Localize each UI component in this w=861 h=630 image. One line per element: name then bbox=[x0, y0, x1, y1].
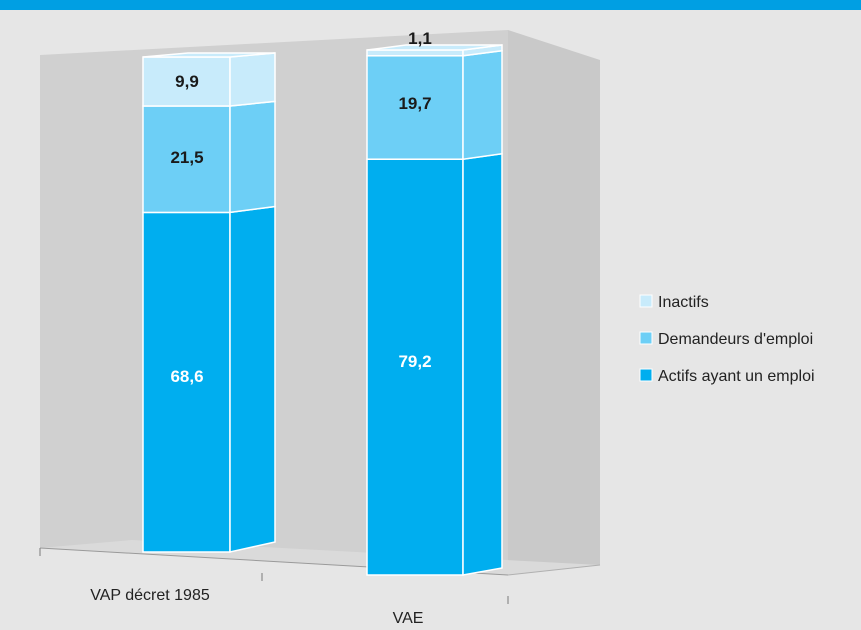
top-accent-bar bbox=[0, 0, 861, 10]
legend-swatch bbox=[639, 294, 653, 308]
data-label: 1,1 bbox=[408, 29, 432, 48]
bar-segment-inactifs-1 bbox=[366, 49, 464, 57]
data-label: 79,2 bbox=[398, 352, 431, 371]
x-tick-label: VAE bbox=[393, 610, 424, 627]
bar-side-0-0 bbox=[229, 205, 276, 553]
x-tick-label: VAP décret 1985 bbox=[90, 587, 210, 604]
data-label: 9,9 bbox=[175, 72, 199, 91]
legend-label: Actifs ayant un emploi bbox=[658, 368, 815, 385]
bar-segment-actifs-1 bbox=[366, 158, 464, 576]
bar-segment-demandeurs-0 bbox=[142, 105, 231, 214]
bar-side-2-0 bbox=[229, 52, 276, 107]
legend-label: Demandeurs d'emploi bbox=[658, 331, 813, 348]
data-label: 68,6 bbox=[170, 367, 203, 386]
side-wall bbox=[508, 30, 600, 575]
legend-label: Inactifs bbox=[658, 294, 709, 311]
bar-top-face-0 bbox=[142, 52, 276, 58]
data-label: 21,5 bbox=[170, 148, 203, 167]
floor-edge bbox=[507, 564, 601, 576]
bar-segment-demandeurs-1 bbox=[366, 55, 464, 160]
data-label: 19,7 bbox=[398, 94, 431, 113]
legend-swatch bbox=[639, 331, 653, 345]
bar-side-1-0 bbox=[229, 100, 276, 214]
bar-side-1-1 bbox=[462, 49, 503, 161]
bar-segment-actifs-0 bbox=[142, 211, 231, 553]
bar-side-0-1 bbox=[462, 152, 503, 576]
legend-swatch bbox=[639, 368, 653, 382]
bar-top-face-1 bbox=[366, 44, 503, 51]
